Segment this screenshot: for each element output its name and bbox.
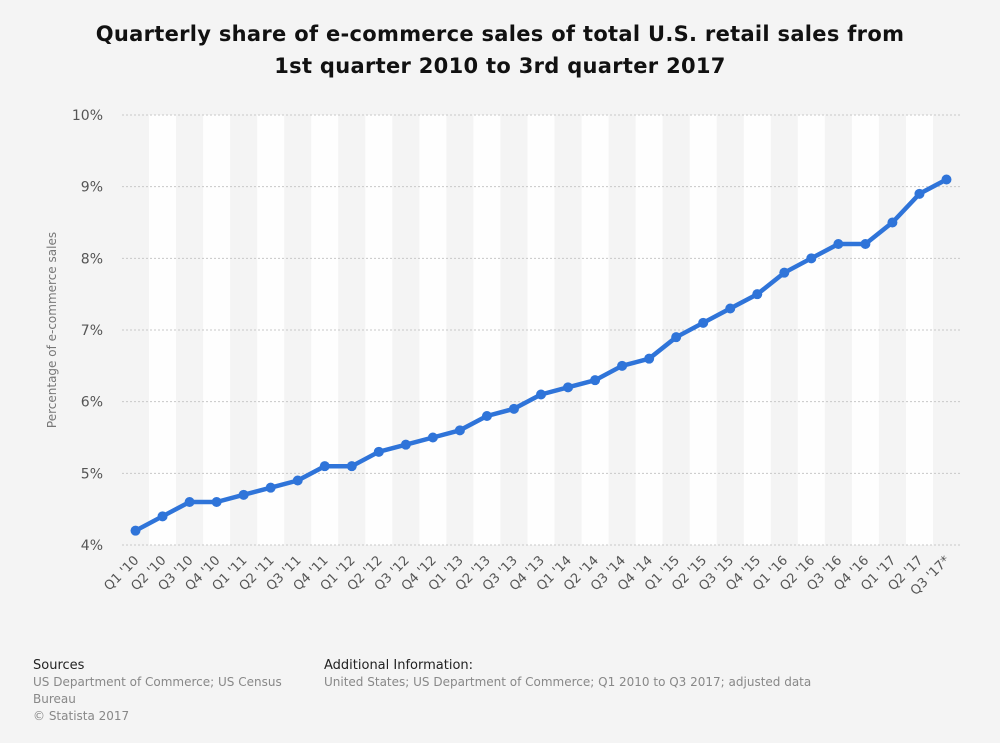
data-point — [427, 432, 438, 443]
data-point — [563, 382, 574, 393]
data-point — [265, 482, 276, 493]
chart-title-line-1: Quarterly share of e-commerce sales of t… — [95, 22, 905, 46]
data-point — [454, 425, 465, 436]
y-tick-label: 7% — [81, 323, 103, 339]
data-point — [887, 217, 898, 228]
data-point — [941, 174, 952, 185]
data-point — [157, 511, 168, 522]
data-point — [211, 497, 222, 507]
data-point — [806, 253, 817, 264]
data-point — [914, 188, 925, 199]
chart-title-line-2: 1st quarter 2010 to 3rd quarter 2017 — [274, 54, 726, 78]
data-point — [698, 317, 709, 328]
y-tick-label: 6% — [81, 395, 103, 411]
sources-block: Sources US Department of Commerce; US Ce… — [33, 657, 303, 725]
data-point — [725, 303, 736, 314]
copyright: © Statista 2017 — [33, 709, 130, 723]
additional-info-block: Additional Information: United States; U… — [324, 657, 964, 691]
data-point — [400, 439, 411, 450]
additional-info-title: Additional Information: — [324, 658, 474, 673]
y-tick-label: 10% — [72, 108, 103, 124]
y-tick-label: 5% — [81, 466, 103, 482]
additional-info-text: United States; US Department of Commerce… — [324, 675, 812, 689]
data-point — [481, 411, 492, 421]
data-point — [508, 403, 519, 414]
y-tick-label: 4% — [81, 538, 103, 554]
data-point — [238, 489, 249, 500]
data-point — [373, 446, 384, 457]
data-point — [752, 289, 763, 300]
y-tick-label: 9% — [81, 180, 103, 196]
y-tick-label: 8% — [81, 251, 103, 267]
data-point — [860, 239, 871, 249]
data-point — [617, 360, 628, 371]
data-point — [536, 389, 546, 400]
y-axis-ticks: 4% 5% 6% 7% 8% 9% 10% — [72, 108, 103, 554]
data-point — [779, 267, 790, 278]
data-point — [833, 239, 844, 249]
y-axis-label: Percentage of e-commerce sales — [45, 232, 59, 428]
sources-line-2: Bureau — [33, 692, 76, 706]
data-point — [130, 525, 141, 536]
data-point — [319, 461, 330, 472]
data-point — [346, 461, 357, 472]
data-point — [292, 475, 303, 486]
series-group — [130, 174, 952, 536]
chart-title: Quarterly share of e-commerce sales of t… — [40, 18, 960, 82]
data-point — [644, 353, 655, 364]
sources-title: Sources — [33, 658, 85, 673]
data-point — [671, 332, 682, 343]
data-point — [590, 375, 601, 386]
data-point — [184, 497, 195, 507]
sources-line-1: US Department of Commerce; US Census — [33, 675, 282, 689]
